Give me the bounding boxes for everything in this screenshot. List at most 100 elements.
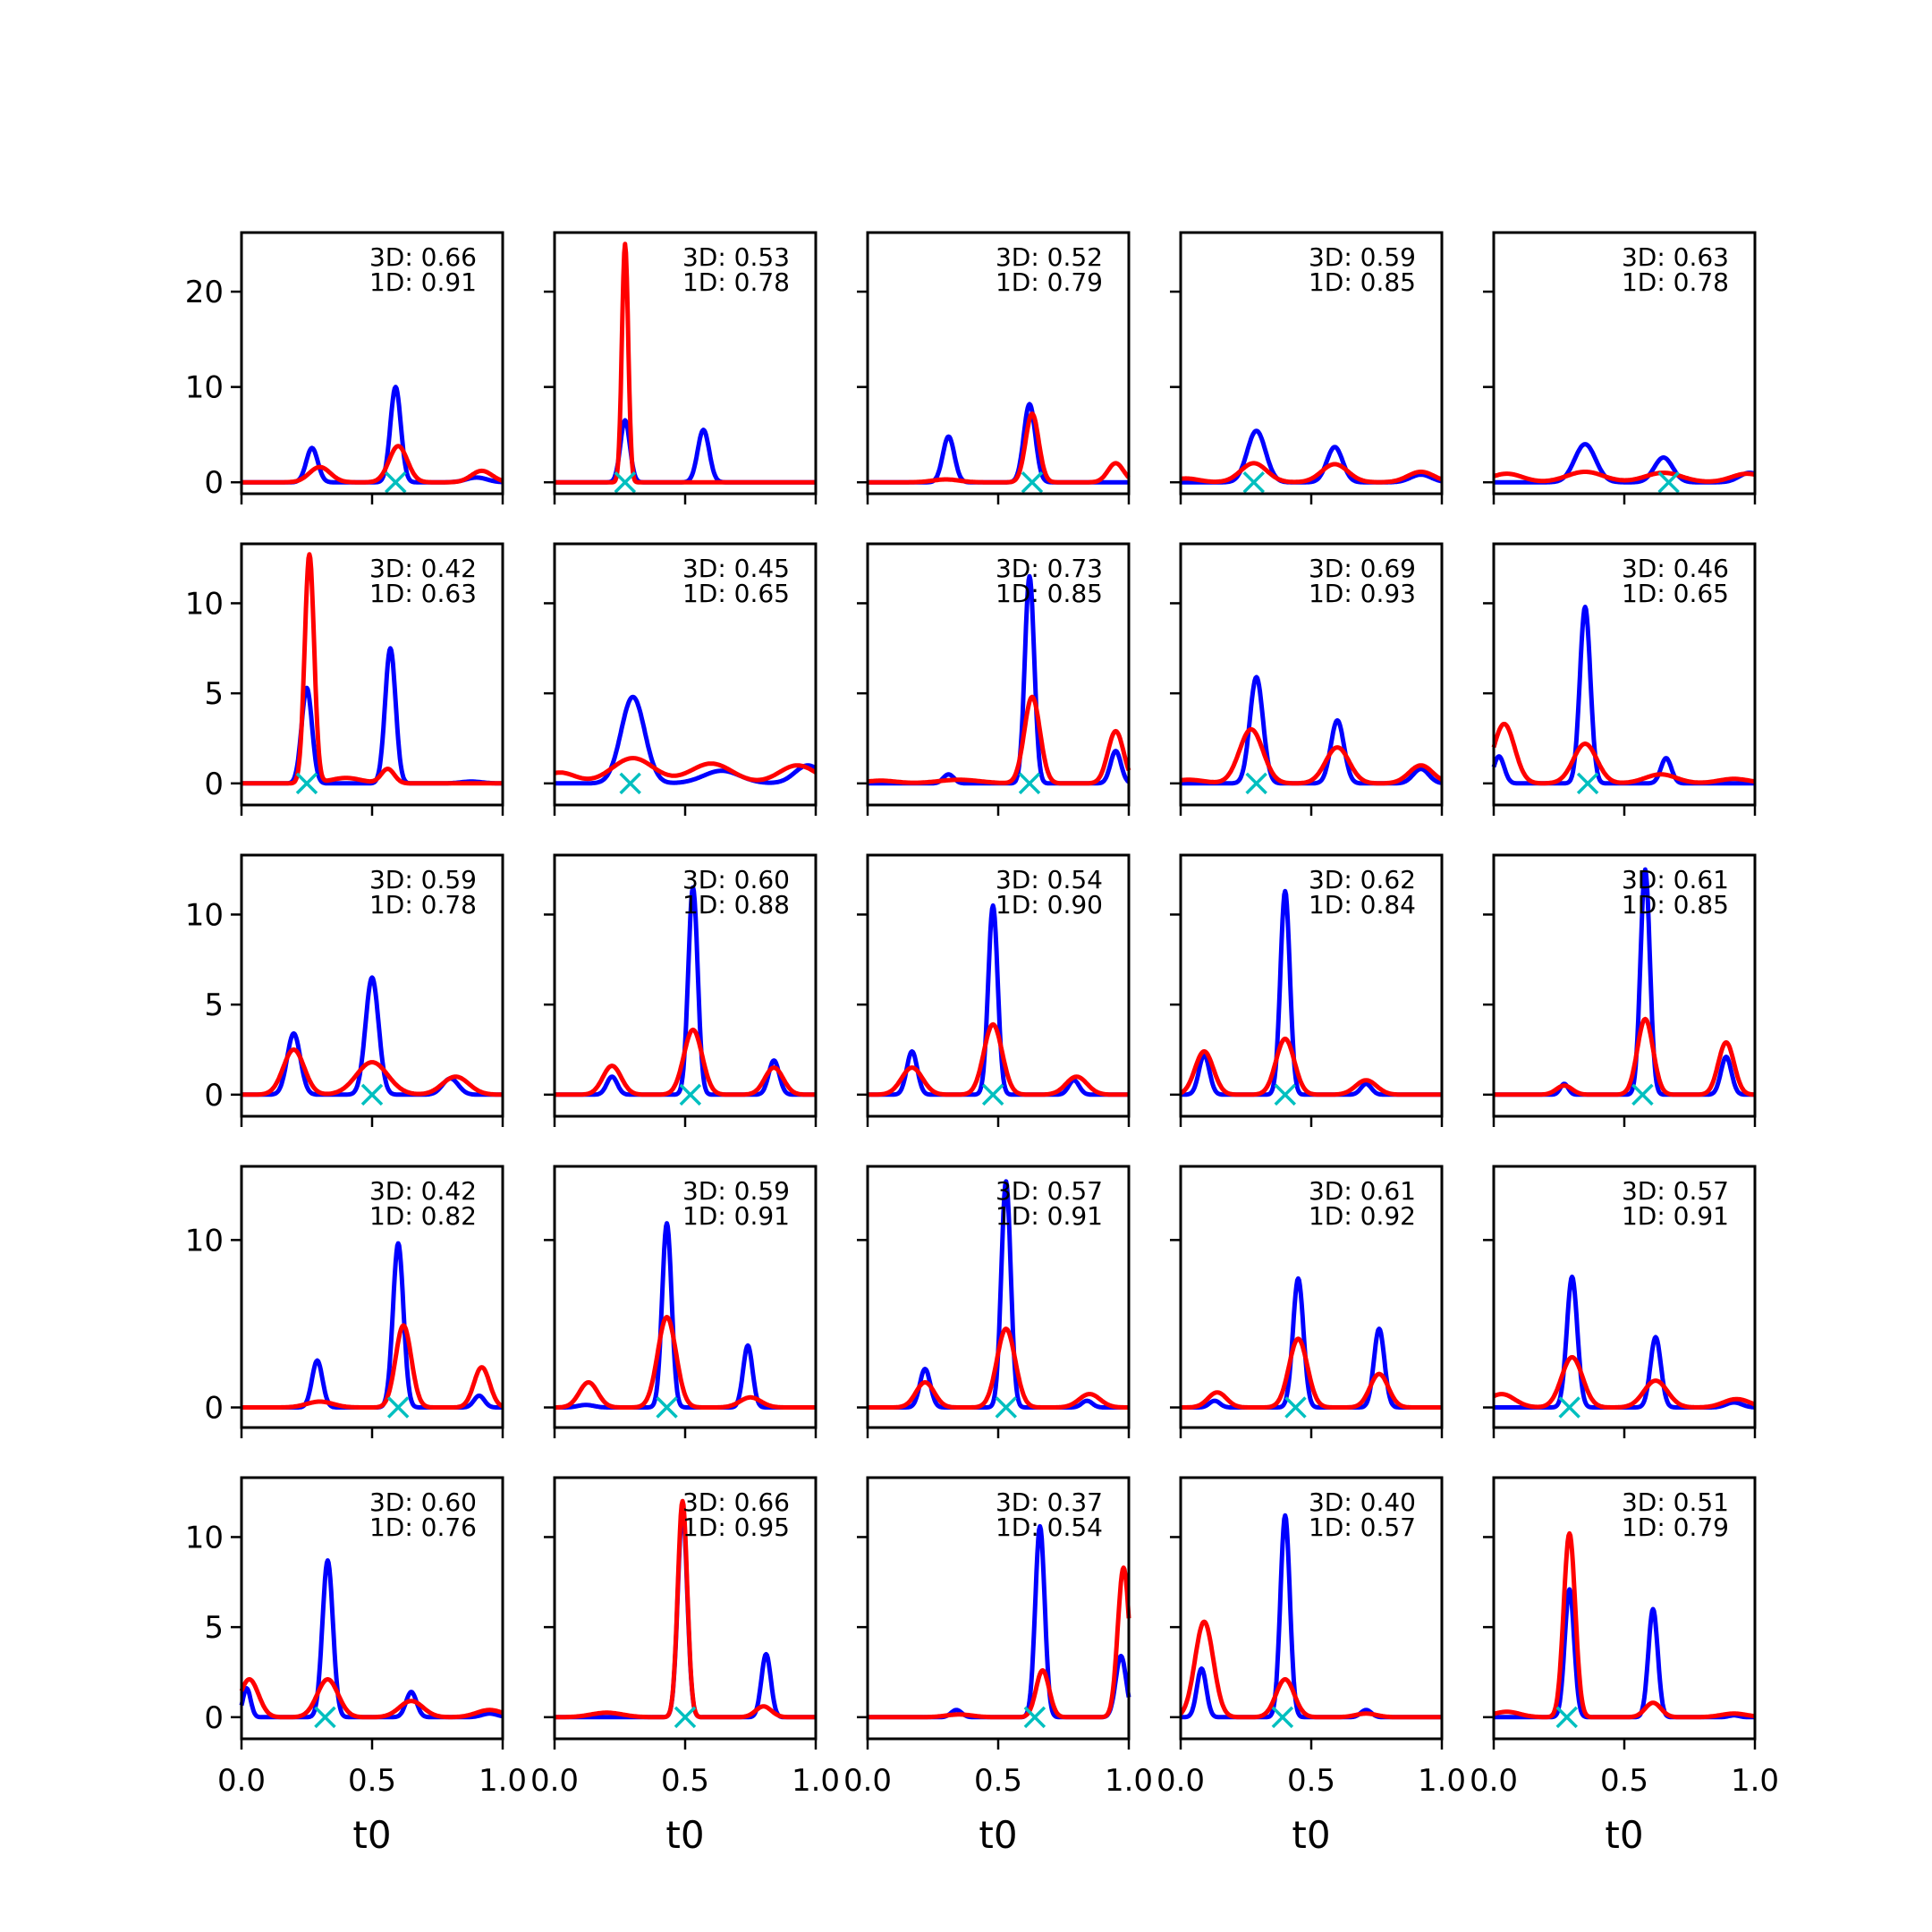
x-tick-label: 0.5	[1600, 1763, 1648, 1799]
x-marker	[1247, 774, 1267, 793]
score-annotation: 1D: 0.65	[1622, 579, 1729, 608]
series-red-line	[1494, 472, 1755, 482]
x-tick-label: 0.0	[1157, 1763, 1205, 1799]
score-annotation: 1D: 0.78	[682, 267, 790, 297]
x-tick-label: 1.0	[1105, 1763, 1153, 1799]
series-blue-line	[868, 404, 1129, 482]
x-marker	[386, 472, 405, 492]
x-marker	[1557, 1707, 1577, 1727]
series-blue-line	[1181, 891, 1442, 1095]
x-axis-label: t0	[1292, 1813, 1330, 1857]
score-annotation: 1D: 0.79	[996, 267, 1103, 297]
score-annotation: 1D: 0.91	[996, 1201, 1103, 1231]
x-marker	[315, 1707, 335, 1727]
score-annotation: 1D: 0.85	[1622, 890, 1729, 919]
x-marker	[1273, 1707, 1292, 1727]
subplot-panel: 3D: 0.421D: 0.82010	[185, 1166, 503, 1438]
score-annotation: 1D: 0.63	[369, 579, 477, 608]
x-marker	[1022, 472, 1042, 492]
score-annotation: 1D: 0.79	[1622, 1513, 1729, 1542]
x-tick-label: 1.0	[792, 1763, 840, 1799]
score-annotation: 1D: 0.57	[1309, 1513, 1416, 1542]
x-tick-label: 0.0	[530, 1763, 579, 1799]
y-tick-label: 0	[204, 767, 224, 802]
x-tick-label: 1.0	[1418, 1763, 1466, 1799]
subplot-panel: 3D: 0.461D: 0.65	[1483, 544, 1755, 816]
series-red-line	[868, 414, 1129, 483]
x-marker	[621, 774, 640, 793]
score-annotation: 1D: 0.93	[1309, 579, 1416, 608]
score-annotation: 1D: 0.91	[682, 1201, 790, 1231]
x-marker	[1578, 774, 1597, 793]
score-annotation: 1D: 0.78	[369, 890, 477, 919]
x-marker	[681, 1085, 700, 1105]
x-tick-label: 0.0	[217, 1763, 266, 1799]
series-red-line	[1181, 1622, 1442, 1717]
y-tick-label: 10	[185, 586, 224, 622]
y-tick-label: 20	[185, 275, 224, 310]
x-tick-label: 0.5	[974, 1763, 1022, 1799]
x-marker	[615, 472, 635, 492]
score-annotation: 1D: 0.85	[996, 579, 1103, 608]
subplot-panel: 3D: 0.631D: 0.78	[1483, 233, 1755, 504]
series-blue-line	[868, 905, 1129, 1094]
score-annotation: 1D: 0.65	[682, 579, 790, 608]
series-blue-line	[242, 387, 503, 483]
x-tick-label: 0.5	[1287, 1763, 1335, 1799]
series-red-line	[1181, 463, 1442, 482]
subplot-panel: 3D: 0.571D: 0.91	[857, 1166, 1129, 1438]
x-marker	[297, 774, 317, 793]
score-annotation: 1D: 0.85	[1309, 267, 1416, 297]
x-marker	[362, 1085, 382, 1105]
score-annotation: 1D: 0.91	[369, 267, 477, 297]
series-red-line	[1494, 1533, 1755, 1716]
series-blue-line	[242, 648, 503, 784]
series-blue-line	[242, 1243, 503, 1407]
series-red-line	[555, 758, 816, 781]
series-red-line	[242, 1680, 503, 1717]
subplot-panel: 3D: 0.451D: 0.65	[544, 544, 816, 816]
y-tick-label: 0	[204, 1700, 224, 1736]
series-red-line	[1181, 1038, 1442, 1094]
score-annotation: 1D: 0.95	[682, 1513, 790, 1542]
x-tick-label: 1.0	[479, 1763, 527, 1799]
series-red-line	[555, 1318, 816, 1408]
score-annotation: 1D: 0.84	[1309, 890, 1416, 919]
subplot-panel: 3D: 0.521D: 0.79	[857, 233, 1129, 504]
series-blue-line	[868, 1526, 1129, 1716]
x-tick-label: 0.0	[843, 1763, 892, 1799]
x-tick-label: 0.5	[348, 1763, 396, 1799]
x-marker	[1285, 1398, 1305, 1418]
score-annotation: 1D: 0.92	[1309, 1201, 1416, 1231]
x-axis-label: t0	[1605, 1813, 1643, 1857]
y-tick-label: 5	[204, 987, 224, 1023]
series-blue-line	[1494, 607, 1755, 784]
series-blue-line	[1494, 1589, 1755, 1717]
y-tick-label: 10	[185, 1223, 224, 1258]
series-blue-line	[1181, 431, 1442, 483]
x-tick-label: 0.0	[1470, 1763, 1518, 1799]
x-marker	[675, 1707, 695, 1727]
x-marker	[1560, 1398, 1580, 1418]
score-annotation: 1D: 0.54	[996, 1513, 1103, 1542]
x-marker	[983, 1085, 1003, 1105]
series-blue-line	[555, 1224, 816, 1408]
y-tick-label: 10	[185, 897, 224, 933]
x-marker	[1275, 1085, 1295, 1105]
series-blue-line	[242, 1561, 503, 1717]
